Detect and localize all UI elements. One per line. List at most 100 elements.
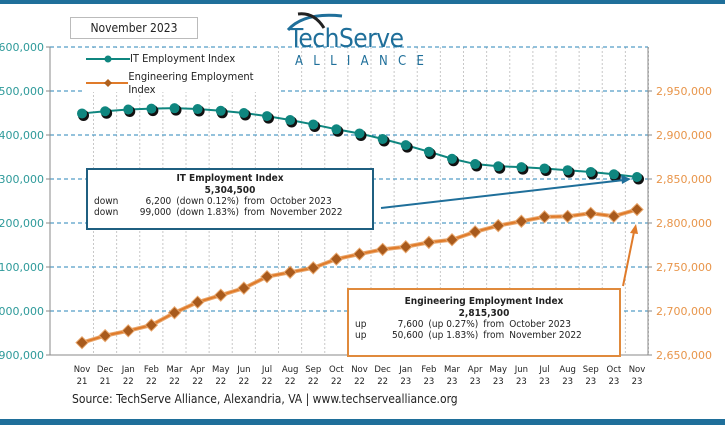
eng-data-point: [306, 261, 320, 275]
it-data-point: [192, 104, 203, 115]
x-tick-label-month: Oct: [607, 365, 622, 375]
techserve-logo: TechServe ALLIANCE: [284, 10, 440, 69]
x-tick-label-month: Feb: [421, 365, 436, 375]
eng-data-point: [283, 265, 297, 279]
y-right-tick-label: 2,850,000: [656, 173, 712, 186]
x-tick-label-year: 22: [192, 377, 203, 387]
y-left-tick-label: 5,300,000: [0, 173, 44, 186]
x-tick-label-year: 22: [262, 377, 273, 387]
x-tick-label-month: Nov: [351, 365, 368, 375]
logo-subtext: ALLIANCE: [295, 54, 435, 69]
eng-data-point: [491, 218, 505, 233]
x-tick-label-year: 22: [238, 377, 249, 387]
x-tick-label-year: 23: [562, 377, 573, 387]
date-label: November 2023: [70, 17, 198, 39]
x-tick-label-month: Sep: [305, 365, 321, 375]
it-data-point: [123, 104, 134, 115]
eng-data-point: [98, 328, 112, 343]
callout-value: 2,815,300: [458, 308, 510, 319]
it-data-point: [77, 108, 87, 119]
it-data-point: [377, 133, 388, 144]
eng-data-point: [630, 202, 644, 217]
it-data-point: [539, 163, 550, 174]
from: from: [244, 207, 265, 218]
percent: (down 1.83%): [176, 207, 240, 218]
eng-data-point: [537, 210, 552, 224]
x-tick-label-year: 21: [77, 377, 88, 387]
arrowhead-icon: [630, 224, 638, 234]
it-data-point: [608, 169, 619, 180]
x-tick-label-month: Jun: [514, 365, 528, 375]
x-tick-label-year: 22: [354, 377, 365, 387]
callout-title: IT Employment Index: [176, 173, 284, 184]
it-series-line: [81, 107, 638, 179]
eng-data-point: [560, 209, 575, 224]
legend: IT Employment Index Engineering Employme…: [82, 48, 278, 96]
y-left-tick-label: 5,500,000: [0, 85, 44, 98]
eng-data-point: [399, 240, 413, 254]
eng-data-point: [237, 281, 251, 295]
x-tick-label-month: May: [212, 365, 230, 375]
it-data-point: [585, 166, 596, 177]
x-tick-label-month: Feb: [144, 365, 159, 375]
it-data-point: [400, 140, 411, 151]
it-data-point: [169, 103, 180, 114]
eng-data-point: [190, 295, 205, 309]
x-tick-label-year: 22: [169, 377, 180, 387]
x-tick-label-month: Nov: [74, 365, 91, 375]
x-tick-label-year: 22: [123, 377, 134, 387]
callout-value: 5,304,500: [204, 185, 256, 196]
y-left-tick-label: 5,100,000: [0, 261, 44, 274]
from: from: [483, 319, 505, 330]
callout-row: down 6,200 (down 0.12%) from October 2023: [94, 196, 348, 207]
top-bar: [0, 0, 725, 4]
y-left-tick-label: 5,600,000: [0, 41, 44, 54]
x-tick-label-year: 23: [400, 377, 411, 387]
x-tick-label-year: 23: [585, 377, 596, 387]
it-data-point: [423, 146, 434, 157]
percent: (up 1.83%): [428, 330, 479, 341]
x-tick-label-month: Mar: [444, 365, 461, 375]
eng-data-point: [468, 225, 482, 239]
x-tick-label-month: Mar: [166, 365, 183, 375]
eng-data-point: [121, 324, 135, 338]
callout-row: up 7,600 (up 0.27%) from October 2023: [355, 319, 587, 330]
it-data-point: [100, 106, 111, 117]
x-tick-label-month: Aug: [282, 365, 299, 375]
x-tick-label-month: Oct: [329, 365, 344, 375]
legend-label: IT Employment Index: [130, 52, 236, 65]
x-tick-label-year: 22: [308, 377, 319, 387]
it-data-point: [632, 172, 642, 183]
period: November 2022: [269, 207, 343, 218]
change: 50,600: [391, 330, 424, 341]
source-note: Source: TechServe Alliance, Alexandria, …: [72, 392, 458, 406]
change: 7,600: [397, 319, 424, 330]
direction: up: [355, 330, 367, 341]
x-tick-label-year: 23: [447, 377, 458, 387]
y-right-tick-label: 2,650,000: [656, 349, 712, 362]
eng-data-point: [352, 247, 367, 261]
x-tick-label-month: Jan: [121, 365, 135, 375]
it-data-point: [146, 103, 157, 114]
callout-table: up 7,600 (up 0.27%) from October 2023 up 50,6…: [355, 319, 587, 341]
eng-data-point: [375, 242, 390, 257]
x-tick-label-year: 21: [100, 377, 111, 387]
eng-data-point: [75, 335, 89, 350]
it-data-point: [470, 159, 481, 170]
bottom-bar: [0, 419, 725, 425]
it-data-point: [238, 108, 249, 118]
x-tick-label-year: 23: [423, 377, 434, 387]
y-left-tick-label: 4,900,000: [0, 349, 44, 362]
from: from: [244, 196, 265, 207]
x-tick-label-month: Jan: [398, 365, 412, 375]
x-tick-label-year: 22: [146, 377, 157, 387]
y-left-tick-label: 5,000,000: [0, 305, 44, 318]
x-tick-label-year: 23: [516, 377, 527, 387]
y-right-tick-label: 2,950,000: [656, 85, 712, 98]
it-data-point: [262, 111, 272, 122]
it-data-point: [516, 162, 527, 173]
legend-marker-it: [86, 55, 130, 62]
legend-marker-eng: [86, 79, 129, 87]
eng-data-point: [260, 269, 274, 284]
eng-data-point: [514, 214, 529, 228]
